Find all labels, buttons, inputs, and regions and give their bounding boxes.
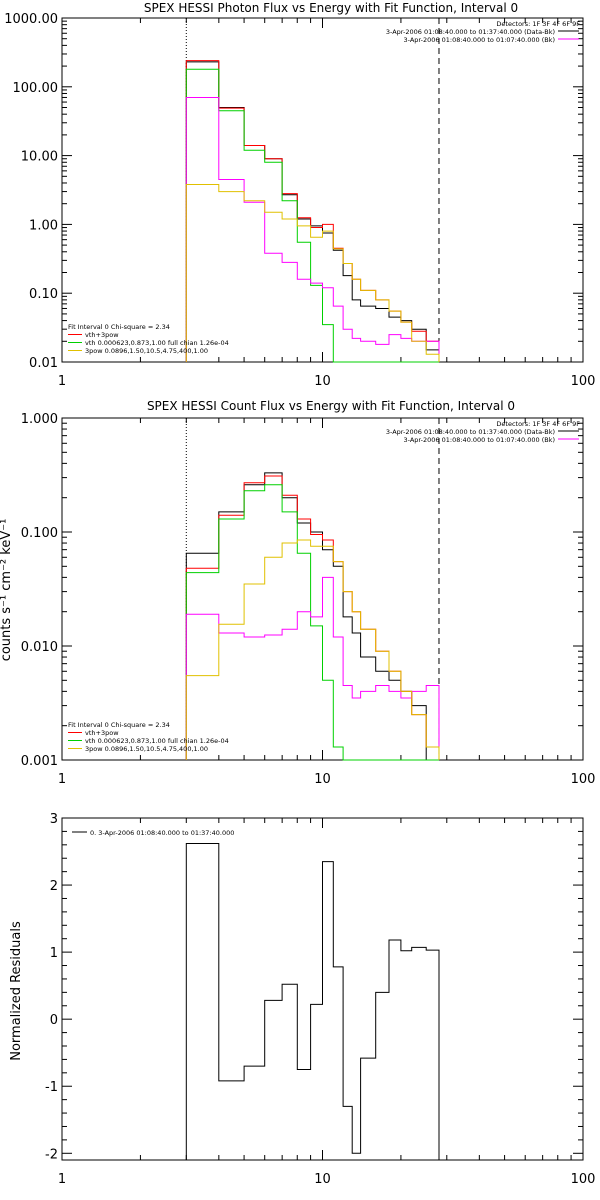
x-tick-label: 100 xyxy=(571,772,596,787)
photon-flux-title: SPEX HESSI Photon Flux vs Energy with Fi… xyxy=(144,1,518,15)
x-tick-label: 100 xyxy=(571,1172,596,1187)
x-tick-label: 10 xyxy=(314,374,331,389)
detectors-label: Detectors: 1F 3F 4F 6F 9F xyxy=(496,20,580,28)
x-tick-label: 1 xyxy=(58,1172,66,1187)
legend-fit-entry: 3pow 0.0896,1.50,10.5,4.75,400,1.00 xyxy=(85,347,208,355)
y-tick-label: 1 xyxy=(50,946,58,961)
legend-fit-entry: vth+3pow xyxy=(85,331,119,339)
fit-info-label: Fit Interval 0 Chi-square = 2.34 xyxy=(68,323,170,331)
y-tick-label: 0 xyxy=(50,1013,58,1028)
series-line-3pow-total xyxy=(185,539,440,760)
legend-fit-entry: vth+3pow xyxy=(85,729,119,737)
legend-bk-entry: 3-Apr-2006 01:08:40.000 to 01:07:40.000 … xyxy=(404,436,555,444)
y-tick-label: 0.001 xyxy=(21,754,58,769)
residuals-y-axis-label: Normalized Residuals xyxy=(9,921,24,1061)
y-tick-label: 3 xyxy=(50,812,58,827)
y-tick-label: 0.01 xyxy=(29,356,58,371)
x-tick-label: 10 xyxy=(314,1172,331,1187)
legend-data-entry: 3-Apr-2006 01:08:40.000 to 01:37:40.000 … xyxy=(386,428,555,436)
x-tick-label: 10 xyxy=(314,772,331,787)
photon-flux-panel: SPEX HESSI Photon Flux vs Energy with Fi… xyxy=(4,1,595,389)
y-tick-label: -2 xyxy=(45,1147,58,1162)
legend-fit-entry: vth 0.000623,0.873,1.00 full chian 1.26e… xyxy=(85,737,229,745)
legend-fit-entry: vth 0.000623,0.873,1.00 full chian 1.26e… xyxy=(85,339,229,347)
count-flux-y-axis-label: counts s⁻¹ cm⁻² keV⁻¹ xyxy=(0,519,14,662)
y-tick-label: 1000.00 xyxy=(4,12,58,27)
residuals-legend-entry: 0. 3-Apr-2006 01:08:40.000 to 01:37:40.0… xyxy=(90,829,234,837)
fit-info-label: Fit Interval 0 Chi-square = 2.34 xyxy=(68,721,170,729)
series-line-3pow xyxy=(185,97,440,362)
series-line-3pow xyxy=(185,576,440,760)
y-tick-label: 100.00 xyxy=(13,81,59,96)
series-line-vth xyxy=(185,484,439,761)
series-line-3pow-total xyxy=(185,184,440,362)
count-flux-panel: SPEX HESSI Count Flux vs Energy with Fit… xyxy=(0,399,595,787)
y-tick-label: -1 xyxy=(45,1080,58,1095)
x-tick-label: 1 xyxy=(58,772,66,787)
y-tick-label: 0.010 xyxy=(21,640,58,655)
y-tick-label: 10.00 xyxy=(21,150,58,165)
x-tick-label: 100 xyxy=(571,374,596,389)
y-tick-label: 0.100 xyxy=(21,526,58,541)
legend-data-entry: 3-Apr-2006 01:08:40.000 to 01:37:40.000 … xyxy=(386,28,555,36)
detectors-label: Detectors: 1F 3F 4F 6F 9F xyxy=(496,420,580,428)
x-tick-label: 1 xyxy=(58,374,66,389)
count-flux-title: SPEX HESSI Count Flux vs Energy with Fit… xyxy=(147,399,515,413)
y-tick-label: 1.000 xyxy=(21,412,58,427)
y-tick-label: 1.00 xyxy=(29,218,58,233)
residuals-panel: Normalized Residuals 1 10 100 -2 -1 0 1 2 3 0. 3-… xyxy=(9,812,595,1187)
y-tick-label: 0.10 xyxy=(29,287,58,302)
legend-bk-entry: 3-Apr-2006 01:08:40.000 to 01:07:40.000 … xyxy=(404,36,555,44)
series-line-residuals xyxy=(185,843,440,1160)
series-line-vth xyxy=(185,68,439,363)
legend-fit-entry: 3pow 0.0896,1.50,10.5,4.75,400,1.00 xyxy=(85,745,208,753)
y-tick-label: 2 xyxy=(50,879,58,894)
